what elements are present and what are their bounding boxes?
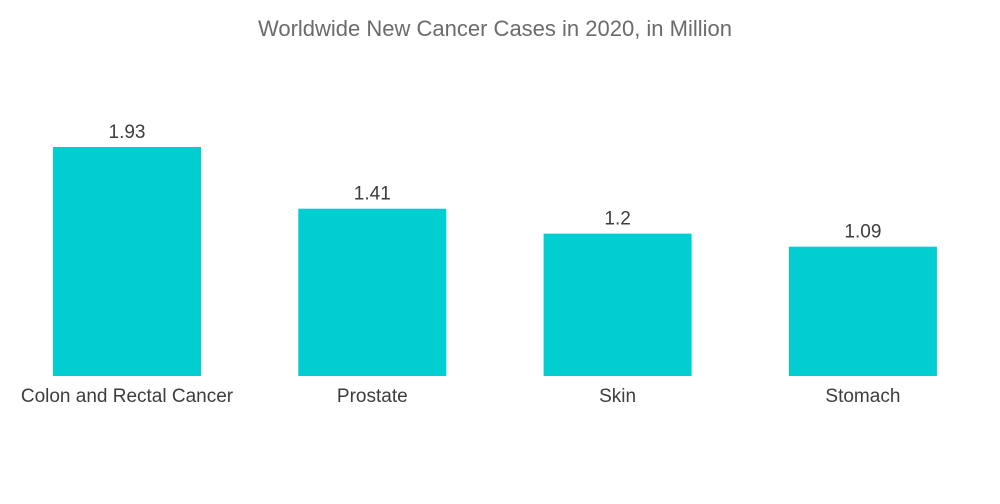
bar-0 (53, 147, 201, 376)
value-label-3: 1.09 (844, 222, 881, 243)
bars-group (53, 147, 937, 376)
bar-2 (543, 233, 692, 376)
category-labels-group: Colon and Rectal Cancer Prostate Skin Stoma… (21, 386, 901, 407)
category-label-0: Colon and Rectal Cancer (21, 386, 234, 407)
bar-3 (788, 246, 937, 376)
value-label-2: 1.2 (604, 209, 630, 230)
value-label-1: 1.41 (354, 184, 391, 205)
value-label-0: 1.93 (109, 122, 146, 143)
category-label-3: Stomach (825, 386, 900, 407)
chart-title: Worldwide New Cancer Cases in 2020, in M… (257, 16, 733, 41)
category-label-2: Skin (599, 386, 636, 407)
value-labels-group: 1.93 1.41 1.2 1.09 (109, 122, 882, 243)
category-label-1: Prostate (337, 386, 408, 407)
bar-1 (298, 208, 447, 376)
